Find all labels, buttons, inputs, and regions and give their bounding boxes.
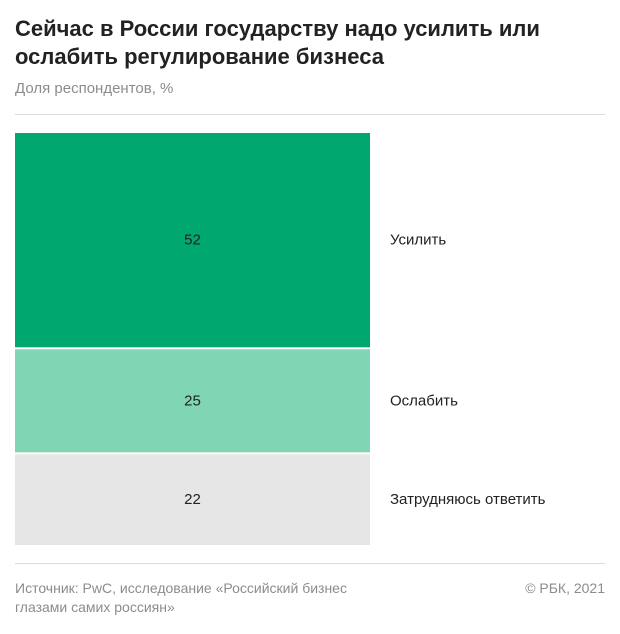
bottom-divider (15, 563, 605, 564)
bar-segment (15, 133, 370, 348)
category-label: Ослабить (390, 392, 458, 409)
chart-subtitle: Доля респондентов, % (15, 80, 174, 97)
value-label: 22 (184, 491, 201, 508)
source-note: Источник: PwC, исследование «Российский … (15, 580, 347, 615)
category-label: Затрудняюсь ответить (390, 491, 546, 508)
bar-segment (15, 349, 370, 453)
chart-title: Сейчас в России государству надо усилить… (15, 16, 540, 69)
category-label: Усилить (390, 232, 446, 249)
top-divider (15, 114, 605, 115)
copyright-note: © РБК, 2021 (525, 580, 605, 596)
value-label: 52 (184, 232, 201, 249)
bar-segment (15, 454, 370, 545)
value-label: 25 (184, 392, 201, 409)
